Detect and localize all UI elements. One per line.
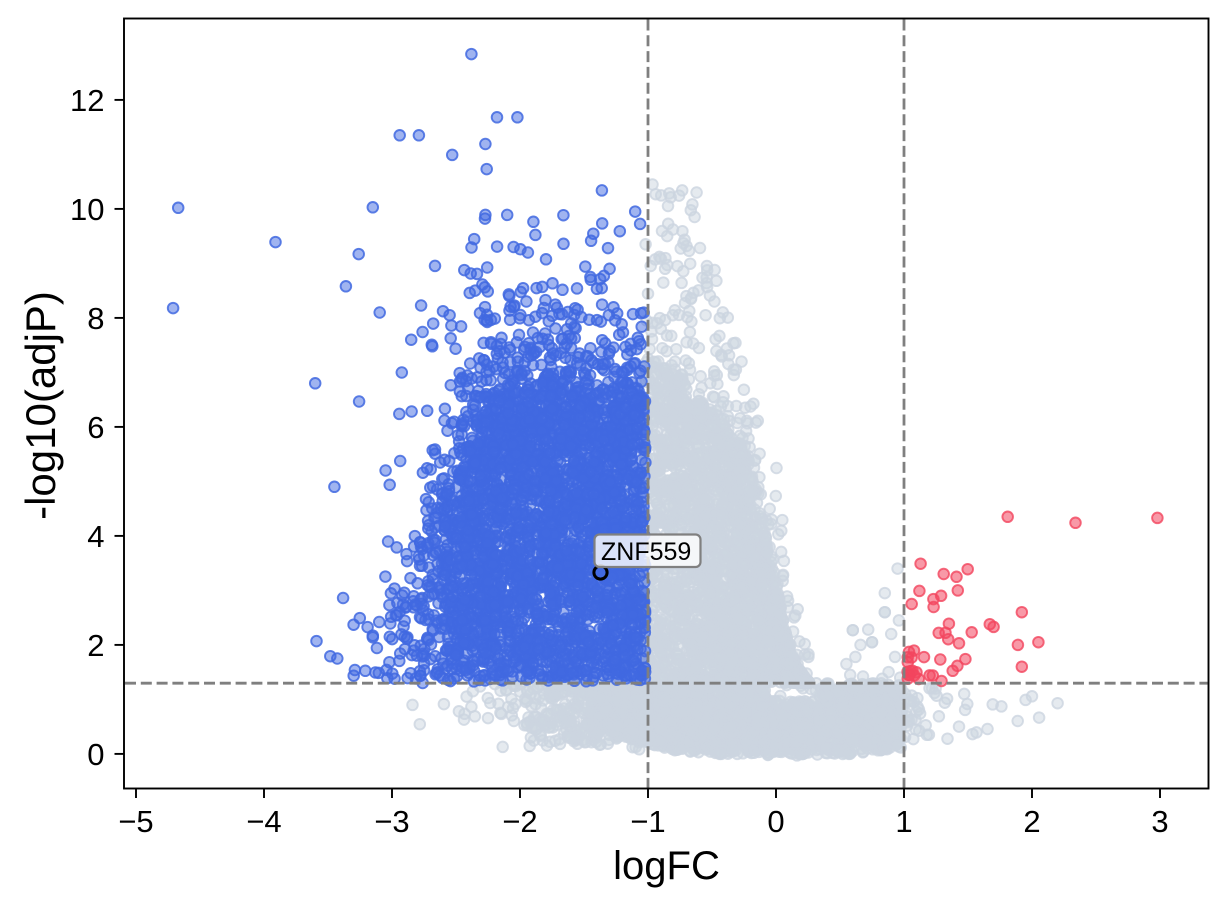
svg-text:12: 12 [70,83,104,118]
svg-text:−4: −4 [246,804,281,839]
svg-text:−1: −1 [630,804,665,839]
svg-text:ZNF559: ZNF559 [601,538,691,566]
svg-text:0: 0 [87,737,104,772]
svg-text:-log10(adjP): -log10(adjP) [17,291,64,520]
svg-text:0: 0 [767,804,784,839]
svg-text:−5: −5 [118,804,153,839]
svg-text:logFC: logFC [613,844,720,888]
svg-text:10: 10 [70,192,104,227]
svg-text:6: 6 [87,410,104,445]
svg-text:1: 1 [895,804,912,839]
svg-text:−3: −3 [374,804,409,839]
svg-text:3: 3 [1151,804,1168,839]
svg-text:−2: −2 [502,804,537,839]
svg-text:2: 2 [87,628,104,663]
svg-text:2: 2 [1023,804,1040,839]
svg-text:8: 8 [87,301,104,336]
svg-text:4: 4 [87,519,104,554]
